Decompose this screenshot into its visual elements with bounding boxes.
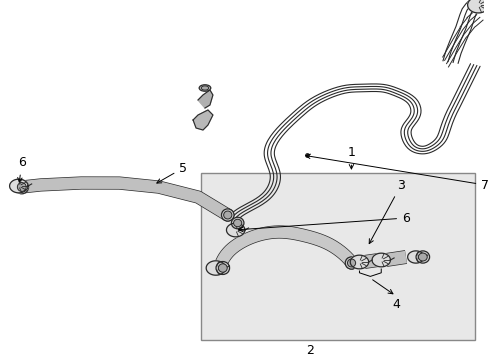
Ellipse shape — [201, 86, 208, 90]
Ellipse shape — [221, 209, 234, 221]
Polygon shape — [467, 0, 488, 13]
Ellipse shape — [199, 85, 210, 91]
Polygon shape — [349, 255, 368, 269]
Text: 4: 4 — [391, 298, 399, 311]
Bar — [201, 173, 473, 340]
Ellipse shape — [415, 251, 429, 263]
Text: 5: 5 — [157, 162, 187, 183]
Text: 2: 2 — [306, 345, 314, 357]
Ellipse shape — [223, 211, 231, 219]
Ellipse shape — [418, 253, 427, 261]
Ellipse shape — [233, 219, 241, 227]
Polygon shape — [193, 110, 212, 130]
Text: 1: 1 — [347, 147, 355, 169]
Ellipse shape — [347, 259, 355, 267]
Text: 7: 7 — [305, 154, 488, 192]
Ellipse shape — [18, 183, 26, 192]
Polygon shape — [226, 223, 244, 237]
Polygon shape — [10, 179, 28, 193]
Ellipse shape — [218, 264, 227, 272]
Text: 6: 6 — [18, 157, 26, 182]
Ellipse shape — [15, 180, 28, 194]
Polygon shape — [206, 261, 225, 275]
Ellipse shape — [231, 217, 244, 229]
Text: 6: 6 — [238, 212, 409, 231]
Ellipse shape — [345, 257, 357, 269]
Polygon shape — [371, 253, 389, 267]
Polygon shape — [407, 251, 423, 263]
Ellipse shape — [216, 261, 229, 274]
Text: 3: 3 — [368, 179, 404, 244]
Polygon shape — [198, 90, 212, 108]
